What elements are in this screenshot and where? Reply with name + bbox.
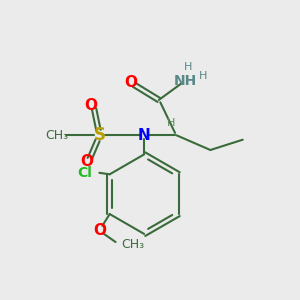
Text: H: H [184,62,192,72]
Text: N: N [138,128,151,143]
Text: H: H [199,71,207,81]
Text: S: S [94,126,106,144]
Text: O: O [85,98,98,113]
Text: Cl: Cl [77,166,92,180]
Text: CH₃: CH₃ [46,129,69,142]
Text: O: O [80,154,93,169]
Text: NH: NH [174,74,197,88]
Text: O: O [93,223,106,238]
Text: CH₃: CH₃ [121,238,144,251]
Text: O: O [124,75,137,90]
Text: H: H [167,118,175,128]
